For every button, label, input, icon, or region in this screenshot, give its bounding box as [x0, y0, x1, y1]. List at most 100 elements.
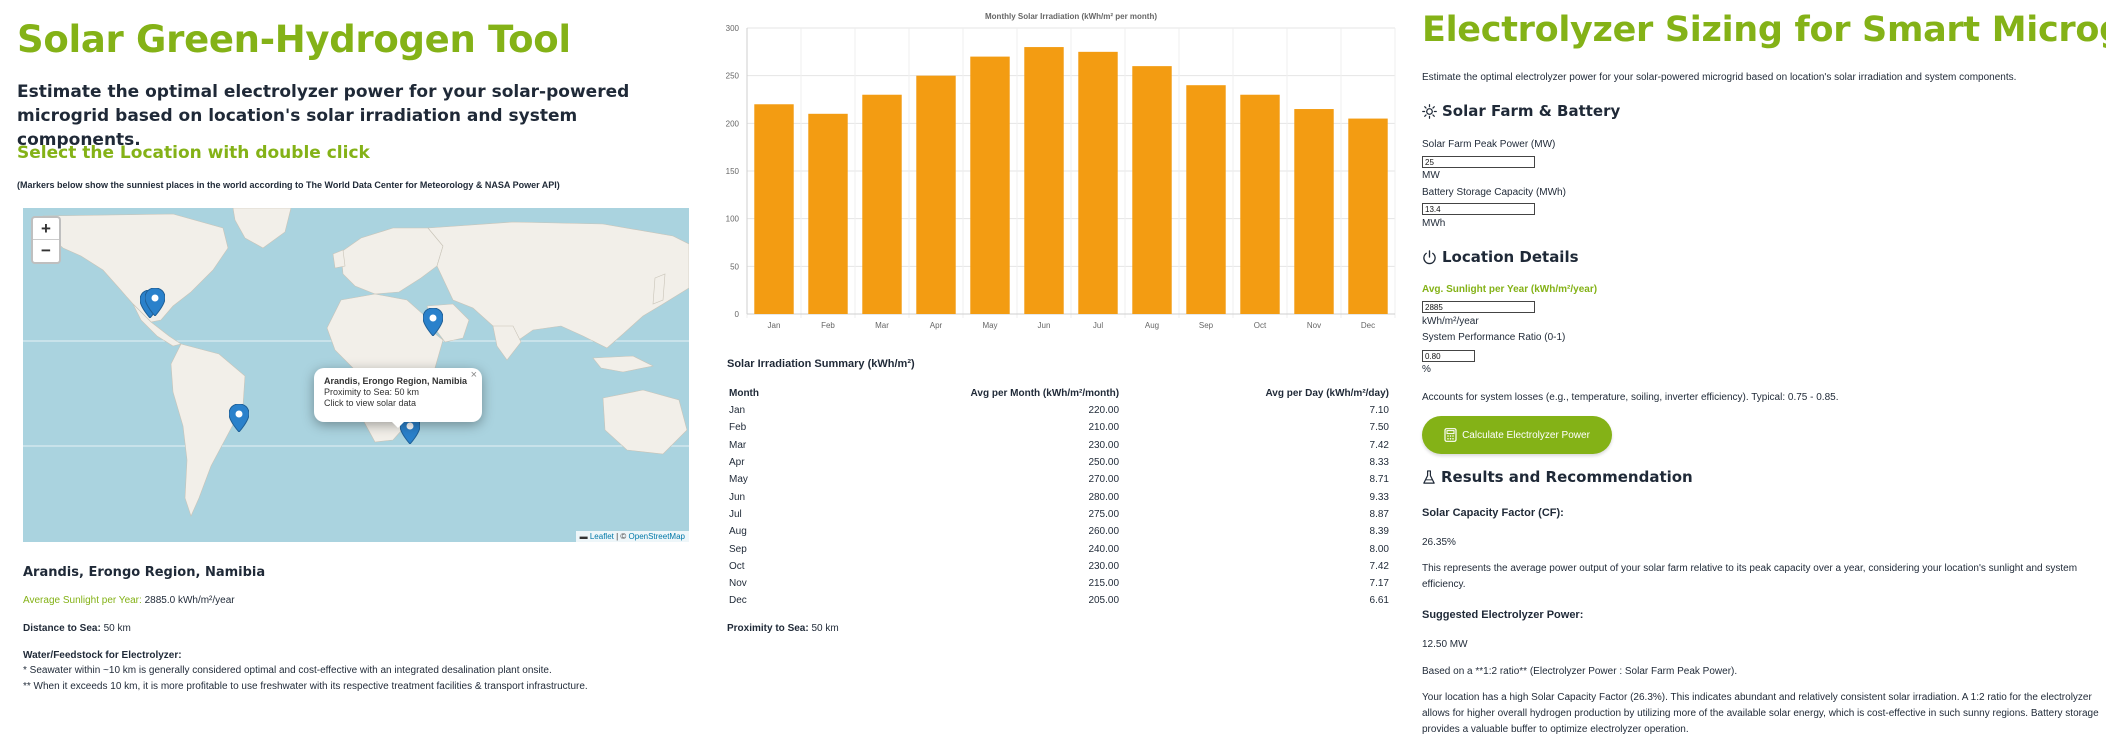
- summary-month-avg-cell: 240.00: [1088, 543, 1120, 555]
- summary-day-avg-cell: 8.00: [1369, 543, 1389, 555]
- summary-month-cell: Oct: [729, 560, 745, 572]
- chart-x-tick-label: May: [982, 321, 997, 330]
- leaflet-flag-icon: ▬: [579, 532, 588, 541]
- summary-month-cell: Sep: [729, 543, 747, 555]
- chart-title: Monthly Solar Irradiation (kWh/m² per mo…: [985, 12, 1157, 21]
- zoom-control: + −: [31, 216, 61, 264]
- summary-day-avg-cell: 7.50: [1369, 422, 1389, 434]
- summary-row: Jul 275.00 8.87: [729, 506, 1389, 523]
- chart-y-tick-label: 50: [730, 262, 739, 271]
- results-section-title: Results and Recommendation: [1441, 468, 1693, 486]
- sunlight-value: 2885.0 kWh/m²/year: [144, 595, 235, 606]
- avg-sunlight-unit: kWh/m²/year: [1422, 316, 1479, 327]
- chart-bar: [754, 104, 794, 315]
- chart-bar: [1078, 51, 1118, 314]
- chart-bar: [1240, 94, 1280, 314]
- battery-input[interactable]: [1422, 203, 1535, 215]
- summary-month-avg-cell: 260.00: [1088, 526, 1120, 538]
- chart-y-tick-label: 150: [726, 167, 740, 176]
- chart-x-tick-label: Aug: [1145, 321, 1159, 330]
- summary-row: Jan 220.00 7.10: [729, 402, 1389, 419]
- summary-day-avg-cell: 7.17: [1369, 578, 1389, 590]
- peak-power-label: Solar Farm Peak Power (MW): [1422, 139, 1556, 150]
- chart-bar: [1186, 85, 1226, 314]
- summary-row: May 270.00 8.71: [729, 471, 1389, 488]
- chart-x-tick-label: Oct: [1254, 321, 1267, 330]
- summary-month-avg-cell: 220.00: [1088, 405, 1120, 417]
- summary-title: Solar Irradiation Summary (kWh/m²): [727, 358, 915, 370]
- chart-x-tick-label: Jan: [768, 321, 781, 330]
- chart-y-tick-label: 300: [726, 24, 740, 33]
- summary-row: Aug 260.00 8.39: [729, 523, 1389, 540]
- irradiation-panel: Monthly Solar Irradiation (kWh/m² per mo…: [715, 0, 1400, 747]
- chart-y-tick-label: 250: [726, 72, 740, 81]
- proximity-value: 50 km: [811, 623, 839, 634]
- peak-power-input[interactable]: [1422, 156, 1535, 168]
- summary-month-cell: Dec: [729, 595, 747, 607]
- popup-close-icon[interactable]: ×: [470, 369, 477, 381]
- sizing-intro: Estimate the optimal electrolyzer power …: [1422, 72, 2017, 83]
- summary-row: Nov 215.00 7.17: [729, 575, 1389, 592]
- summary-header-month: Month: [729, 387, 759, 399]
- osm-link[interactable]: OpenStreetMap: [628, 532, 685, 541]
- power-icon: [1423, 249, 1436, 264]
- performance-ratio-label: System Performance Ratio (0-1): [1422, 332, 1566, 343]
- chart-y-tick-label: 100: [726, 215, 740, 224]
- summary-day-avg-cell: 9.33: [1369, 491, 1389, 503]
- distance-info: Distance to Sea: 50 km: [23, 623, 131, 634]
- calculate-electrolyzer-button[interactable]: Calculate Electrolyzer Power: [1422, 416, 1612, 454]
- map-marker-icon[interactable]: [229, 404, 249, 432]
- capacity-factor-note: This represents the average power output…: [1422, 563, 2078, 590]
- location-popup[interactable]: × Arandis, Erongo Region, Namibia Proxim…: [314, 368, 482, 422]
- summary-month-avg-cell: 210.00: [1088, 422, 1120, 434]
- zoom-out-button[interactable]: −: [41, 241, 51, 260]
- chart-bar: [1024, 47, 1064, 315]
- peak-power-unit: MW: [1422, 170, 1440, 181]
- leaflet-link[interactable]: Leaflet: [589, 532, 614, 541]
- performance-ratio-input[interactable]: [1422, 350, 1475, 362]
- proximity-label: Proximity to Sea:: [727, 623, 809, 634]
- app-title: Solar Green-Hydrogen Tool: [17, 18, 571, 61]
- zoom-in-button[interactable]: +: [33, 218, 59, 240]
- summary-month-avg-cell: 280.00: [1088, 491, 1120, 503]
- electrolyzer-power-label: Suggested Electrolyzer Power:: [1422, 609, 1584, 621]
- map-marker-icon[interactable]: [145, 288, 165, 316]
- calculator-icon: [1444, 428, 1457, 442]
- sizing-panel: Electrolyzer Sizing for Smart Microgrids…: [1422, 0, 2106, 747]
- summary-month-cell: Jun: [729, 491, 746, 503]
- summary-month-cell: Jan: [729, 405, 746, 417]
- summary-month-avg-cell: 275.00: [1088, 508, 1120, 520]
- map-marker-icon[interactable]: [423, 308, 443, 336]
- chart-bar: [808, 113, 848, 314]
- summary-row: Mar 230.00 7.42: [729, 437, 1389, 454]
- flask-icon: [1423, 469, 1435, 484]
- markers-note: (Markers below show the sunniest places …: [17, 180, 560, 190]
- irradiation-chart: Monthly Solar Irradiation (kWh/m² per mo…: [726, 12, 1396, 330]
- summary-row: Feb 210.00 7.50: [729, 419, 1389, 436]
- chart-x-tick-label: Jul: [1093, 321, 1103, 330]
- chart-bar: [1294, 109, 1334, 315]
- map-tiles[interactable]: [23, 208, 689, 542]
- sunlight-info: Average Sunlight per Year: 2885.0 kWh/m²…: [23, 595, 235, 606]
- summary-day-avg-cell: 7.10: [1369, 405, 1389, 417]
- select-location-heading: Select the Location with double click: [17, 143, 370, 163]
- summary-month-cell: Feb: [729, 422, 747, 434]
- avg-sunlight-input[interactable]: [1422, 301, 1535, 313]
- distance-value: 50 km: [103, 623, 131, 634]
- summary-day-avg-cell: 8.39: [1369, 526, 1389, 538]
- battery-unit: MWh: [1422, 218, 1446, 229]
- world-map[interactable]: + − × Arandis, Erongo Region, Namibia Pr…: [23, 208, 689, 542]
- intro-text: Estimate the optimal electrolyzer power …: [17, 82, 630, 150]
- location-section-title: Location Details: [1442, 248, 1579, 266]
- attribution-separator: | ©: [613, 532, 629, 541]
- water-note-2: ** When it exceeds 10 km, it is more pro…: [23, 681, 588, 692]
- location-panel: Solar Green-Hydrogen Tool Estimate the o…: [0, 0, 700, 747]
- map-attribution: ▬ Leaflet | © OpenStreetMap: [575, 531, 689, 542]
- summary-table: Month Avg per Month (kWh/m²/month) Avg p…: [729, 384, 1389, 610]
- chart-x-tick-label: Apr: [930, 321, 943, 330]
- performance-ratio-note: Accounts for system losses (e.g., temper…: [1422, 392, 1839, 403]
- summary-month-avg-cell: 230.00: [1088, 439, 1120, 451]
- solar-section-title: Solar Farm & Battery: [1442, 102, 1621, 120]
- chart-x-tick-label: Feb: [821, 321, 835, 330]
- popup-hint: Click to view solar data: [324, 398, 417, 408]
